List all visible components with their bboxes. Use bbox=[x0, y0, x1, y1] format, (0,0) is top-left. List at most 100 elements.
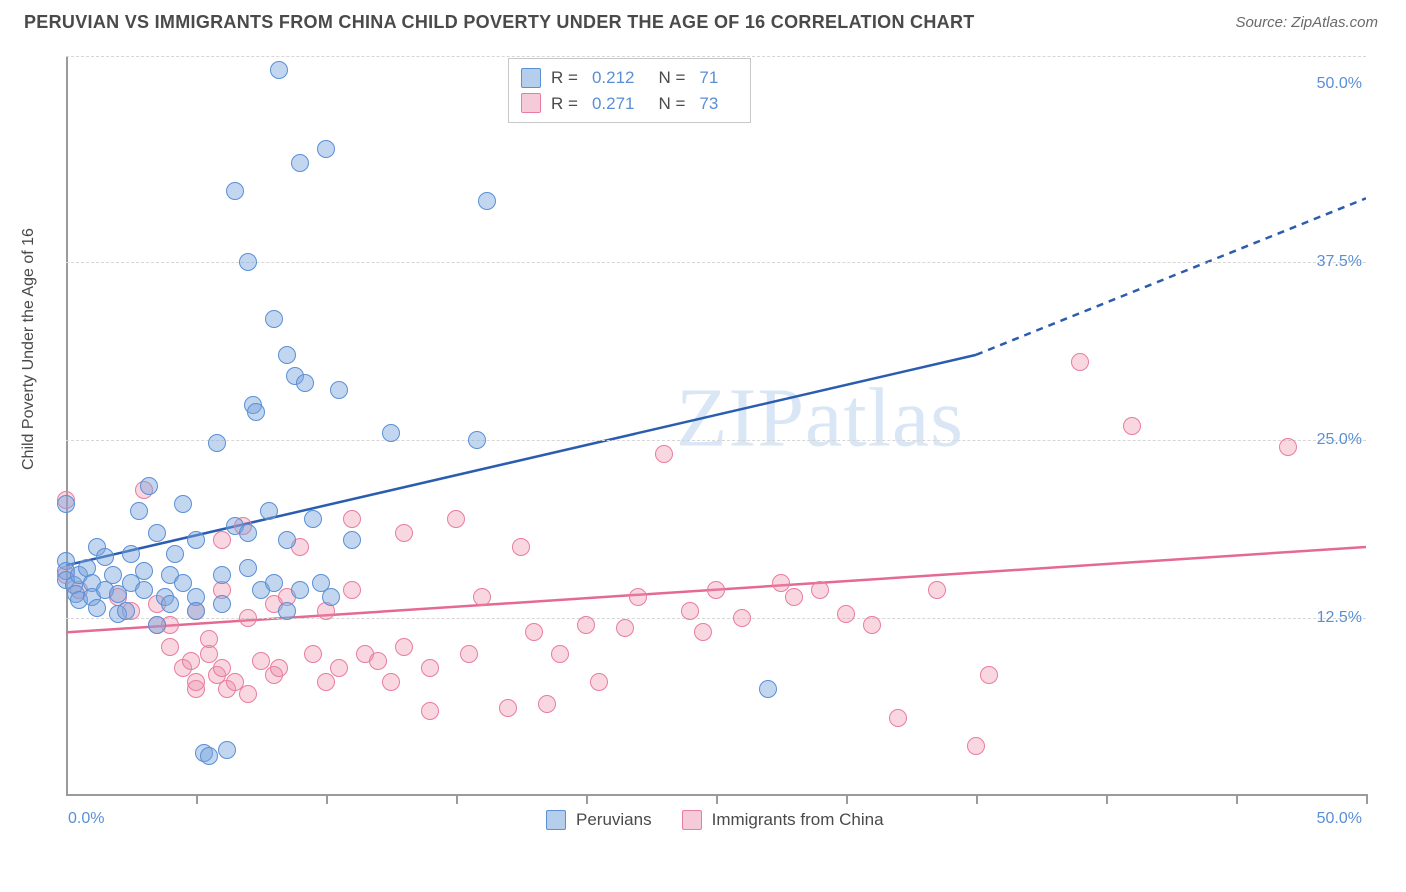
data-point-pink bbox=[382, 673, 400, 691]
y-axis-label: Child Poverty Under the Age of 16 bbox=[20, 228, 38, 470]
data-point-pink bbox=[785, 588, 803, 606]
stats-legend: R = 0.212 N = 71 R = 0.271 N = 73 bbox=[508, 58, 751, 123]
data-point-pink bbox=[1071, 353, 1089, 371]
data-point-pink bbox=[330, 659, 348, 677]
data-point-pink bbox=[590, 673, 608, 691]
data-point-pink bbox=[1123, 417, 1141, 435]
plot-area: ZIPatlas R = 0.212 N = 71 R = 0.271 N = … bbox=[66, 56, 1366, 826]
legend-label-blue: Peruvians bbox=[576, 810, 652, 830]
data-point-pink bbox=[200, 630, 218, 648]
data-point-pink bbox=[369, 652, 387, 670]
data-point-pink bbox=[655, 445, 673, 463]
data-point-blue bbox=[166, 545, 184, 563]
chart-title: PERUVIAN VS IMMIGRANTS FROM CHINA CHILD … bbox=[24, 12, 975, 33]
data-point-pink bbox=[421, 702, 439, 720]
y-tick-label: 12.5% bbox=[1317, 609, 1362, 627]
stat-n-label: N = bbox=[658, 91, 685, 117]
data-point-pink bbox=[182, 652, 200, 670]
data-point-pink bbox=[837, 605, 855, 623]
data-point-blue bbox=[291, 581, 309, 599]
data-point-pink bbox=[304, 645, 322, 663]
data-point-pink bbox=[577, 616, 595, 634]
data-point-pink bbox=[317, 673, 335, 691]
data-point-pink bbox=[811, 581, 829, 599]
x-tick bbox=[1106, 794, 1108, 804]
data-point-blue bbox=[57, 495, 75, 513]
data-point-blue bbox=[296, 374, 314, 392]
stats-row-pink: R = 0.271 N = 73 bbox=[521, 91, 732, 117]
data-point-blue bbox=[135, 562, 153, 580]
data-point-pink bbox=[161, 638, 179, 656]
data-point-pink bbox=[694, 623, 712, 641]
data-point-pink bbox=[395, 638, 413, 656]
x-tick bbox=[976, 794, 978, 804]
data-point-blue bbox=[187, 531, 205, 549]
data-point-blue bbox=[278, 346, 296, 364]
data-point-blue bbox=[239, 524, 257, 542]
data-point-blue bbox=[330, 381, 348, 399]
gridline bbox=[66, 440, 1366, 441]
data-point-blue bbox=[322, 588, 340, 606]
data-point-blue bbox=[135, 581, 153, 599]
data-point-blue bbox=[88, 599, 106, 617]
data-point-pink bbox=[473, 588, 491, 606]
data-point-blue bbox=[468, 431, 486, 449]
data-point-blue bbox=[239, 253, 257, 271]
stat-n-blue: 71 bbox=[699, 65, 718, 91]
data-point-pink bbox=[395, 524, 413, 542]
data-point-pink bbox=[239, 609, 257, 627]
stat-r-label: R = bbox=[551, 65, 578, 91]
data-point-pink bbox=[187, 673, 205, 691]
swatch-pink-icon bbox=[521, 93, 541, 113]
data-point-blue bbox=[291, 154, 309, 172]
x-tick bbox=[846, 794, 848, 804]
data-point-blue bbox=[239, 559, 257, 577]
data-point-pink bbox=[343, 581, 361, 599]
data-point-pink bbox=[213, 531, 231, 549]
data-point-blue bbox=[122, 545, 140, 563]
data-point-blue bbox=[187, 602, 205, 620]
data-point-blue bbox=[478, 192, 496, 210]
stat-r-label: R = bbox=[551, 91, 578, 117]
y-tick-label: 25.0% bbox=[1317, 431, 1362, 449]
data-point-blue bbox=[174, 495, 192, 513]
legend-item-pink: Immigrants from China bbox=[682, 810, 884, 830]
data-point-blue bbox=[104, 566, 122, 584]
data-point-pink bbox=[980, 666, 998, 684]
data-point-blue bbox=[382, 424, 400, 442]
data-point-blue bbox=[226, 182, 244, 200]
data-point-pink bbox=[239, 685, 257, 703]
stat-n-label: N = bbox=[658, 65, 685, 91]
data-point-blue bbox=[343, 531, 361, 549]
data-point-pink bbox=[525, 623, 543, 641]
data-point-blue bbox=[200, 747, 218, 765]
data-point-blue bbox=[96, 548, 114, 566]
data-point-pink bbox=[707, 581, 725, 599]
data-point-pink bbox=[863, 616, 881, 634]
gridline bbox=[66, 56, 1366, 57]
swatch-pink-icon bbox=[682, 810, 702, 830]
data-point-blue bbox=[260, 502, 278, 520]
data-point-blue bbox=[265, 574, 283, 592]
data-point-pink bbox=[512, 538, 530, 556]
data-point-pink bbox=[538, 695, 556, 713]
x-tick bbox=[326, 794, 328, 804]
stat-r-pink: 0.271 bbox=[592, 91, 635, 117]
gridline bbox=[66, 618, 1366, 619]
data-point-blue bbox=[208, 434, 226, 452]
source-attribution: Source: ZipAtlas.com bbox=[1235, 14, 1378, 31]
stat-n-pink: 73 bbox=[699, 91, 718, 117]
data-point-blue bbox=[117, 602, 135, 620]
data-point-blue bbox=[148, 524, 166, 542]
gridline bbox=[66, 262, 1366, 263]
data-point-pink bbox=[460, 645, 478, 663]
x-axis-min-label: 0.0% bbox=[68, 810, 104, 828]
watermark: ZIPatlas bbox=[676, 369, 964, 466]
x-tick bbox=[1236, 794, 1238, 804]
data-point-pink bbox=[421, 659, 439, 677]
data-point-blue bbox=[304, 510, 322, 528]
y-axis bbox=[66, 56, 68, 796]
x-tick bbox=[586, 794, 588, 804]
data-point-blue bbox=[213, 566, 231, 584]
data-point-blue bbox=[247, 403, 265, 421]
